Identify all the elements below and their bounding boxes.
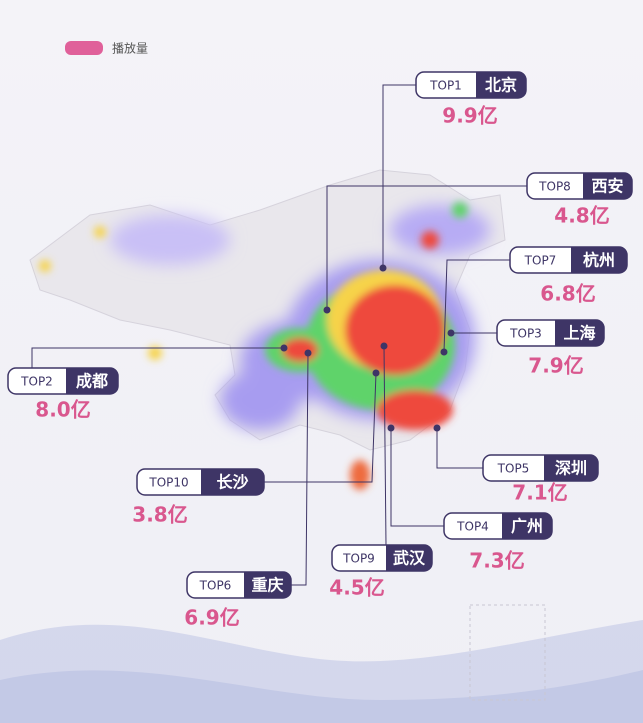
rank: TOP2 <box>20 375 53 389</box>
wave <box>0 670 643 723</box>
play-count: 7.1亿 <box>512 481 567 505</box>
callout-name-bg <box>476 72 526 98</box>
callout-name-bg <box>244 572 291 598</box>
city-name: 上海 <box>563 324 595 343</box>
callout-name-bg <box>386 545 432 571</box>
play-count: 4.8亿 <box>554 204 609 228</box>
city-name: 西安 <box>591 177 623 196</box>
leader-line <box>326 185 527 310</box>
city-name: 杭州 <box>583 251 615 270</box>
leader-line <box>264 372 377 483</box>
play-count: 7.9亿 <box>528 354 583 378</box>
leader-line <box>382 84 416 268</box>
play-count: 8.0亿 <box>35 398 90 422</box>
callout-name-bg <box>66 368 118 394</box>
city-dot <box>280 344 288 352</box>
south-sea-inset <box>469 604 546 701</box>
city-dot <box>440 348 448 356</box>
city-name: 广州 <box>511 517 543 536</box>
legend-swatch <box>65 41 103 55</box>
rank: TOP10 <box>148 476 188 490</box>
rank: TOP8 <box>538 180 571 194</box>
callout-name-bg <box>201 469 264 495</box>
callout-name-bg <box>583 173 632 199</box>
city-dot <box>372 369 380 377</box>
leader-line <box>383 345 387 546</box>
leader-line <box>31 347 284 368</box>
callout-name-bg <box>555 320 604 346</box>
play-count: 3.8亿 <box>132 503 187 527</box>
play-count: 6.9亿 <box>184 606 239 630</box>
city-dot <box>380 342 388 350</box>
leader-line <box>436 428 483 469</box>
city-name: 成都 <box>76 372 108 391</box>
city-name: 武汉 <box>393 549 426 568</box>
heat-core <box>39 202 468 490</box>
leader-line <box>390 428 444 527</box>
city-name: 长沙 <box>216 473 248 492</box>
city-dot <box>304 349 312 357</box>
leader-line <box>443 259 510 353</box>
play-count: 4.5亿 <box>329 576 384 600</box>
leader-line <box>291 352 309 586</box>
play-count: 7.3亿 <box>469 549 524 573</box>
city-dot <box>447 329 455 337</box>
callout-name-bg <box>571 247 627 273</box>
callout-name-bg <box>544 455 598 481</box>
rank: TOP3 <box>509 327 542 341</box>
city-name: 北京 <box>485 76 517 95</box>
rank: TOP5 <box>497 462 530 476</box>
city-dot <box>379 264 387 272</box>
play-count: 9.9亿 <box>442 104 497 128</box>
callout-name-bg <box>502 513 552 539</box>
city-dot <box>323 306 331 314</box>
rank: TOP6 <box>199 579 232 593</box>
play-count: 6.8亿 <box>540 282 595 306</box>
legend-label: 播放量 <box>112 41 148 56</box>
city-dot <box>387 424 395 432</box>
city-dot <box>433 424 441 432</box>
rank: TOP9 <box>342 552 375 566</box>
rank: TOP1 <box>429 79 462 93</box>
rank: TOP7 <box>524 254 557 268</box>
rank: TOP4 <box>456 520 489 534</box>
city-name: 重庆 <box>251 576 283 595</box>
city-name: 深圳 <box>555 459 587 478</box>
